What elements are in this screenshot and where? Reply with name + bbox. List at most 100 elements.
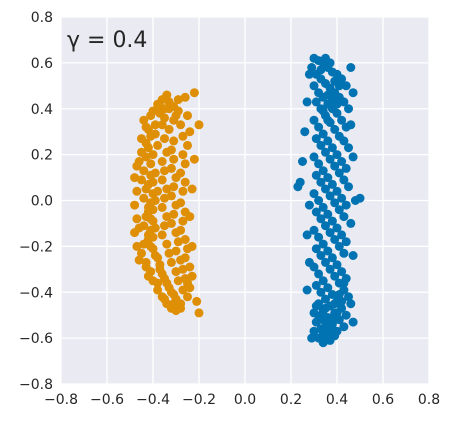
data-point-series-0	[157, 202, 167, 212]
data-point-series-0	[192, 296, 202, 306]
data-point-series-1	[346, 63, 356, 72]
data-point-series-1	[341, 163, 351, 173]
data-point-series-0	[178, 131, 188, 141]
data-point-series-1	[311, 301, 321, 311]
data-point-series-1	[321, 294, 330, 304]
x-tick-label: 0.4	[326, 392, 348, 408]
data-point-series-1	[302, 285, 312, 295]
data-point-series-0	[173, 95, 183, 105]
data-point-series-1	[334, 315, 344, 325]
data-point-series-0	[160, 274, 169, 283]
data-point-series-1	[302, 230, 312, 240]
data-point-series-0	[166, 191, 176, 201]
data-point-series-1	[293, 182, 303, 192]
data-point-series-1	[332, 260, 342, 270]
data-point-series-1	[302, 97, 312, 107]
data-point-series-1	[314, 269, 324, 279]
data-point-series-1	[311, 170, 321, 180]
data-point-series-1	[304, 257, 314, 267]
data-point-series-0	[176, 225, 186, 235]
data-point-series-0	[143, 271, 153, 281]
data-point-series-0	[187, 184, 197, 194]
x-tick-label: −0.6	[90, 392, 124, 408]
data-point-series-0	[146, 225, 156, 235]
data-point-series-1	[318, 166, 328, 176]
data-point-series-0	[153, 140, 163, 150]
y-tick-label: −0.8	[19, 377, 53, 393]
data-point-series-1	[309, 115, 319, 125]
data-point-series-1	[325, 264, 335, 274]
data-point-series-1	[348, 251, 358, 260]
data-point-series-1	[337, 267, 347, 277]
data-point-series-1	[314, 315, 324, 325]
data-point-series-0	[171, 111, 181, 121]
x-tick-label: 0.8	[418, 392, 440, 408]
data-point-series-1	[330, 124, 340, 134]
y-tick-label: 0.2	[31, 148, 53, 164]
data-point-series-0	[180, 92, 190, 102]
data-point-series-0	[146, 198, 156, 208]
data-point-series-0	[178, 150, 188, 160]
data-point-series-1	[330, 161, 340, 171]
data-point-series-1	[327, 315, 337, 325]
data-point-series-1	[321, 303, 330, 313]
data-point-series-1	[337, 296, 347, 306]
data-point-series-0	[155, 264, 165, 274]
data-point-series-0	[187, 241, 197, 251]
data-point-series-0	[132, 241, 142, 251]
data-point-series-1	[311, 134, 321, 144]
data-point-series-1	[332, 108, 342, 118]
data-point-series-1	[325, 154, 335, 164]
data-point-series-1	[318, 239, 328, 249]
data-point-series-1	[327, 216, 337, 226]
data-point-series-1	[339, 136, 349, 146]
data-point-series-1	[339, 322, 349, 332]
data-point-series-0	[137, 134, 146, 144]
data-point-series-1	[327, 179, 337, 189]
data-point-series-1	[323, 283, 333, 293]
data-point-series-1	[314, 122, 324, 132]
data-point-series-1	[323, 173, 333, 183]
data-point-series-0	[150, 129, 160, 139]
data-point-series-0	[157, 175, 167, 185]
data-point-series-0	[162, 184, 172, 194]
data-point-series-0	[150, 120, 160, 130]
data-point-series-0	[171, 267, 181, 277]
data-point-series-0	[146, 111, 156, 121]
data-point-series-1	[337, 230, 347, 240]
data-point-series-1	[309, 152, 319, 162]
data-point-series-0	[185, 262, 195, 272]
x-tick-label: 0.6	[372, 392, 394, 408]
data-point-series-1	[346, 299, 356, 309]
data-point-series-1	[321, 221, 330, 231]
data-point-series-0	[169, 154, 179, 164]
data-point-series-0	[178, 285, 188, 295]
y-tick-label: 0.8	[31, 10, 53, 26]
data-point-series-1	[330, 198, 340, 208]
data-point-series-0	[141, 152, 151, 162]
data-point-series-0	[141, 122, 151, 132]
data-point-series-1	[323, 333, 333, 343]
y-tick-label: −0.2	[19, 239, 53, 255]
data-point-series-1	[337, 157, 347, 166]
data-point-series-1	[311, 244, 321, 254]
data-point-series-0	[139, 115, 149, 125]
data-point-series-0	[137, 175, 146, 185]
data-point-series-1	[339, 212, 349, 222]
data-point-series-1	[323, 209, 333, 219]
data-point-series-1	[327, 143, 337, 153]
data-point-series-1	[344, 292, 353, 302]
data-point-series-0	[160, 294, 169, 304]
data-point-series-1	[337, 193, 347, 203]
data-point-series-1	[346, 218, 356, 228]
data-point-series-1	[337, 115, 347, 125]
data-point-series-0	[148, 244, 158, 254]
data-point-series-1	[337, 74, 347, 84]
y-tick-label: 0.0	[31, 194, 53, 210]
data-point-series-0	[143, 207, 153, 217]
data-point-series-0	[160, 104, 169, 114]
data-point-series-0	[169, 299, 179, 309]
data-point-series-0	[166, 257, 176, 267]
data-point-series-0	[143, 179, 153, 189]
